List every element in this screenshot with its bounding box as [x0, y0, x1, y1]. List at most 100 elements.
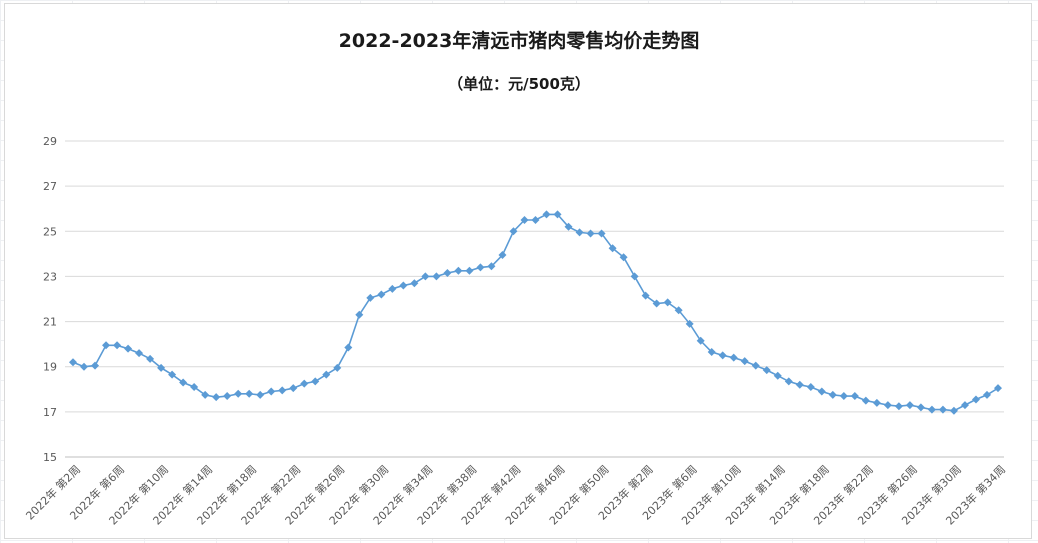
data-point[interactable]: [135, 349, 144, 358]
data-point[interactable]: [630, 272, 639, 281]
data-point[interactable]: [487, 262, 496, 271]
y-tick-label: 15: [43, 451, 57, 464]
data-point[interactable]: [388, 284, 397, 293]
data-point[interactable]: [443, 269, 452, 278]
data-point[interactable]: [377, 290, 386, 299]
data-point[interactable]: [872, 398, 881, 407]
data-point[interactable]: [795, 380, 804, 389]
gridlines: [65, 140, 1004, 458]
data-point[interactable]: [773, 371, 782, 380]
data-point[interactable]: [355, 310, 364, 319]
data-point[interactable]: [729, 353, 738, 362]
data-point[interactable]: [278, 386, 287, 395]
data-point[interactable]: [124, 344, 133, 353]
data-point[interactable]: [267, 387, 276, 396]
data-point[interactable]: [994, 384, 1002, 393]
data-point[interactable]: [421, 272, 430, 281]
data-point[interactable]: [674, 306, 683, 315]
data-point[interactable]: [201, 390, 210, 399]
data-point[interactable]: [828, 390, 837, 399]
data-point[interactable]: [300, 379, 309, 388]
data-point[interactable]: [575, 228, 584, 237]
data-point[interactable]: [157, 363, 166, 372]
data-point[interactable]: [883, 401, 892, 410]
y-axis-ticks: 15 17 19 21 23 25 27 29: [43, 135, 57, 464]
data-point[interactable]: [509, 227, 518, 236]
data-point[interactable]: [91, 361, 100, 370]
data-point[interactable]: [520, 216, 529, 224]
y-tick-label: 19: [43, 361, 57, 374]
data-point[interactable]: [564, 222, 573, 231]
data-point[interactable]: [311, 377, 320, 386]
data-point[interactable]: [652, 299, 661, 308]
data-point[interactable]: [102, 341, 111, 350]
y-tick-label: 25: [43, 225, 57, 238]
data-point[interactable]: [762, 366, 771, 375]
data-point[interactable]: [740, 357, 749, 366]
data-point[interactable]: [894, 402, 903, 411]
data-point[interactable]: [553, 210, 562, 219]
data-point[interactable]: [289, 384, 298, 393]
data-point[interactable]: [696, 336, 705, 345]
data-point[interactable]: [432, 272, 441, 281]
data-point[interactable]: [245, 389, 254, 398]
data-point[interactable]: [80, 362, 89, 371]
data-point[interactable]: [597, 229, 606, 238]
data-point[interactable]: [960, 401, 969, 410]
data-point[interactable]: [817, 387, 826, 396]
data-point[interactable]: [839, 392, 848, 401]
data-point[interactable]: [542, 210, 551, 219]
chart-title: 2022-2023年清远市猪肉零售均价走势图: [338, 30, 700, 52]
y-tick-label: 29: [43, 135, 57, 148]
data-point[interactable]: [707, 348, 716, 357]
data-point[interactable]: [806, 383, 815, 392]
data-point[interactable]: [465, 266, 474, 275]
data-point[interactable]: [916, 403, 925, 412]
data-point[interactable]: [850, 392, 859, 401]
data-point[interactable]: [322, 370, 331, 379]
data-point[interactable]: [949, 406, 958, 415]
y-tick-label: 27: [43, 180, 57, 193]
data-point[interactable]: [454, 266, 463, 275]
data-point[interactable]: [333, 363, 342, 372]
data-point[interactable]: [234, 389, 243, 398]
data-point[interactable]: [982, 390, 991, 399]
y-tick-label: 21: [43, 316, 57, 329]
data-point[interactable]: [619, 253, 628, 262]
data-point[interactable]: [179, 378, 188, 387]
chart-subtitle: （单位：元/500克）: [448, 75, 590, 93]
data-point[interactable]: [399, 281, 408, 290]
data-point[interactable]: [344, 343, 353, 352]
data-point[interactable]: [410, 279, 419, 288]
data-point[interactable]: [190, 383, 199, 392]
data-point[interactable]: [784, 377, 793, 386]
series-price: [69, 210, 1002, 415]
data-point[interactable]: [366, 293, 375, 302]
data-point[interactable]: [69, 358, 77, 367]
data-point[interactable]: [168, 370, 177, 379]
data-point[interactable]: [498, 250, 507, 259]
data-point[interactable]: [685, 319, 694, 328]
data-point[interactable]: [663, 298, 672, 307]
data-point[interactable]: [223, 392, 232, 401]
data-point[interactable]: [971, 395, 980, 404]
data-point[interactable]: [905, 401, 914, 410]
data-point[interactable]: [531, 216, 540, 224]
chart-area[interactable]: 2022-2023年清远市猪肉零售均价走势图 （单位：元/500克）: [4, 3, 1032, 539]
series-line: [72, 213, 999, 412]
data-point[interactable]: [212, 393, 221, 402]
data-point[interactable]: [256, 390, 265, 399]
data-point[interactable]: [641, 291, 650, 300]
data-point[interactable]: [861, 396, 870, 405]
data-point[interactable]: [608, 244, 617, 253]
data-point[interactable]: [938, 405, 947, 414]
data-point[interactable]: [718, 351, 727, 360]
data-point[interactable]: [476, 263, 485, 272]
data-point[interactable]: [927, 405, 936, 414]
data-point[interactable]: [586, 229, 595, 238]
data-point[interactable]: [113, 341, 122, 350]
data-point[interactable]: [751, 361, 760, 370]
data-point[interactable]: [146, 354, 155, 363]
